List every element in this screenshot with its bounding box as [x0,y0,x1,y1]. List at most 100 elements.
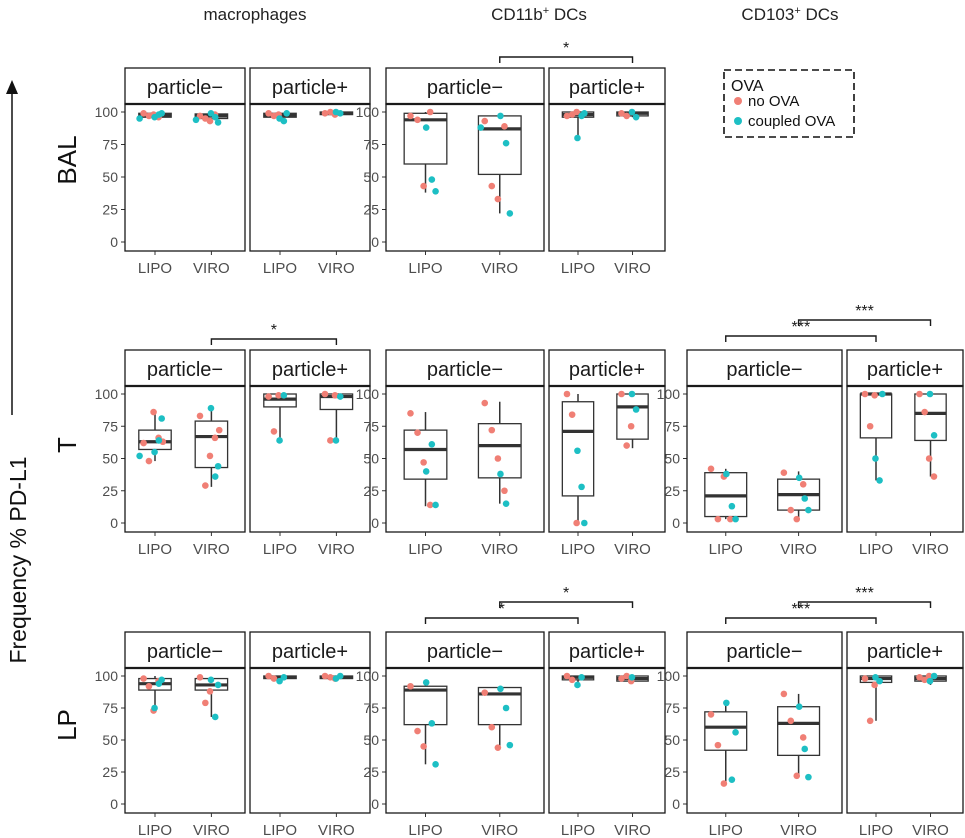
point-no-ova [206,452,214,460]
x-tick-label: VIRO [318,260,355,277]
point-coupled-ova [422,468,430,475]
facet-strip-label: particle+ [867,359,943,381]
x-tick-label: LIPO [859,822,893,838]
point-coupled-ova [805,773,812,781]
box-body [914,393,947,442]
point-coupled-ova [432,188,439,195]
box-lipo: LIPO [403,679,448,838]
legend-box [723,69,855,138]
point-coupled-ova [926,677,934,685]
point-no-ova [925,455,933,462]
facet-particle-minus: particle− LIPO VIRO [686,631,843,838]
facet-strip-label: particle+ [272,641,348,663]
y-tick-label: 0 [672,796,680,812]
point-coupled-ova [502,139,510,147]
facet-strip-label: particle+ [272,77,348,99]
box-lipo: LIPO [561,108,595,277]
box-lipo: LIPO [263,110,297,277]
point-no-ova [707,711,715,718]
significance-bracket-line [499,601,634,608]
significance-bracket-line [499,56,634,63]
point-coupled-ova [214,681,222,689]
significance-bracket-line [725,335,877,342]
y-tick-label: 100 [356,386,380,402]
point-no-ova [150,408,157,416]
point-coupled-ova [926,390,934,398]
column-title-text: CD103 [741,5,794,24]
point-coupled-ova [280,117,288,125]
point-coupled-ova [879,390,886,398]
point-no-ova [481,689,489,696]
facet-plot-area [548,103,666,252]
y-tick-label: 50 [102,169,118,185]
point-coupled-ova [280,391,288,399]
facet-plot-area [249,667,371,814]
point-no-ova [568,676,576,684]
point-no-ova [481,117,489,125]
point-no-ova [481,399,489,407]
point-coupled-ova [628,673,636,681]
legend-swatch [734,97,742,105]
column-titles: macrophages CD11b+ DCs CD103+ DCs [203,5,838,24]
facet-particle-minus: particle− LIPO VIRO [124,631,246,838]
point-coupled-ova [280,673,288,681]
y-tick-label: 0 [110,796,118,812]
x-tick-label: LIPO [561,541,595,558]
point-no-ova [787,717,795,725]
panel-t-0: 0 25 50 75 100 particle− LIPO VIRO particle+ LIPO… [95,322,371,558]
box-viro: VIRO [477,112,522,277]
facet-strip [124,631,246,669]
point-coupled-ova [432,761,439,768]
point-no-ova [196,412,204,420]
significance-bracket-line [210,338,338,345]
facet-plot-area [124,667,246,814]
facet-strip [249,67,371,105]
facet-plot-area [249,103,371,252]
y-axis-label: Frequency % PD-L1 [5,456,31,663]
box-viro: VIRO [193,673,230,838]
point-coupled-ova [578,483,585,491]
y-tick-label: 0 [110,234,118,250]
significance-bracket: *** [725,319,877,342]
point-coupled-ova [801,745,809,753]
y-axis-label-group: Frequency % PD-L1 [5,80,31,664]
box-viro: VIRO [318,390,355,558]
point-coupled-ova [211,113,219,121]
point-no-ova [627,422,635,430]
panel-bal-1: 0 25 50 75 100 particle− LIPO VIRO particle+ LIPO… [356,40,666,277]
y-tick-label: 0 [371,796,379,812]
facet-particle-plus: particle+ LIPO VIRO [249,67,371,277]
box-body [403,685,448,726]
facet-strip-label: particle+ [867,641,943,663]
point-no-ova [866,422,874,430]
column-title-mac: macrophages [203,5,306,24]
point-no-ova [488,426,496,434]
point-coupled-ova [723,470,730,478]
point-no-ova [623,672,630,680]
significance-label: *** [855,585,874,602]
point-no-ova [787,506,795,514]
point-coupled-ova [158,676,165,684]
x-tick-label: VIRO [193,822,230,838]
y-tick-label: 25 [102,764,118,780]
facet-particle-plus: particle+ LIPO VIRO [249,631,371,838]
point-no-ova [140,439,147,447]
point-no-ova [921,676,928,684]
facet-particle-minus: particle− LIPO VIRO [686,349,843,558]
point-coupled-ova [497,112,504,120]
x-tick-label: LIPO [263,822,297,838]
box-lipo: LIPO [263,672,297,838]
y-tick-label: 50 [363,451,379,467]
point-no-ova [414,116,421,124]
facet-particle-minus: particle− LIPO VIRO [385,67,545,277]
box-lipo: LIPO [704,699,748,838]
point-no-ova [426,501,434,509]
point-coupled-ova [930,672,938,680]
facet-strip [548,349,666,387]
legend-title: OVA [731,78,764,95]
facet-particle-minus: particle− LIPO VIRO [385,349,545,558]
point-no-ova [780,469,788,476]
point-no-ova [407,682,414,690]
box-viro: VIRO [193,404,230,558]
